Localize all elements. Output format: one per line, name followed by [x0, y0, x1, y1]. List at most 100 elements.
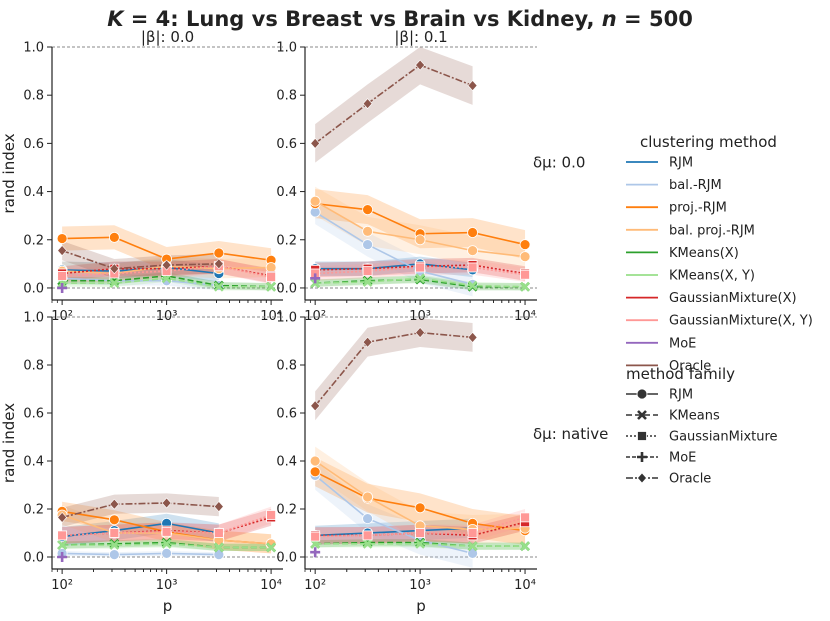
point-gaussianmixture-x-y- — [362, 530, 373, 541]
legend-item-label: Oracle — [669, 359, 711, 374]
point-proj-rjm — [56, 233, 68, 244]
line-oracle — [314, 64, 473, 145]
legend-item-label: MoE — [669, 336, 696, 351]
line-bal-rjm — [62, 552, 219, 556]
point-kmeans-x-y- — [109, 278, 120, 289]
point-kmeans-x-y- — [520, 281, 530, 292]
x-tick-label: 10³ — [156, 309, 178, 324]
line-kmeans-x-y- — [315, 277, 526, 288]
legend-family-marker — [637, 452, 647, 462]
point-kmeans-x-y- — [415, 273, 426, 284]
point-oracle — [57, 245, 68, 257]
point-gaussianmixture-x-y- — [57, 271, 68, 281]
legend-family-label: RJM — [669, 388, 693, 403]
legend-item-label: RJM — [669, 156, 693, 171]
point-gaussianmixture-x-y- — [57, 530, 68, 541]
legend-family-label: GaussianMixture — [669, 430, 778, 445]
y-tick-label: 0.8 — [23, 359, 44, 374]
point-bal-rjm — [108, 549, 120, 560]
point-bal-proj-rjm — [414, 234, 426, 246]
col-title: |β|: 0.0 — [141, 28, 194, 46]
line-rjm — [62, 522, 219, 538]
point-bal-proj-rjm — [362, 491, 374, 503]
point-oracle — [362, 98, 373, 110]
legend: clustering method RJM bal.-RJM proj.-RJM bal… — [626, 133, 813, 487]
legend-family-label: MoE — [669, 451, 696, 466]
y-tick-label: 0.4 — [276, 455, 297, 470]
row-title: δμ: 0.0 — [533, 154, 585, 172]
point-oracle — [415, 327, 426, 339]
point-proj-rjm — [467, 227, 478, 238]
band-bal-rjm — [315, 461, 473, 568]
legend-item-label: proj.-RJM — [669, 201, 727, 216]
point-oracle — [57, 511, 68, 523]
line-bal-rjm — [314, 211, 473, 286]
y-axis-label: rand index — [0, 133, 18, 213]
x-axis-label: p — [416, 597, 426, 615]
x-axis-label: p — [163, 597, 173, 615]
point-bal-rjm — [362, 239, 374, 250]
y-tick-label: 0.0 — [276, 281, 297, 296]
band-oracle — [315, 318, 473, 421]
y-tick-label: 0.0 — [23, 551, 44, 566]
point-gaussianmixture-x-y- — [520, 512, 530, 523]
point-kmeans-x-y- — [520, 541, 530, 552]
point-moe — [310, 547, 321, 558]
point-kmeans-x-y- — [266, 542, 277, 553]
point-gaussianmixture-x-y- — [467, 528, 478, 538]
x-tick-label: 10⁴ — [260, 578, 282, 593]
point-bal-rjm — [467, 548, 478, 559]
row-title: δμ: native — [533, 425, 608, 443]
point-gaussianmixture-x-y- — [266, 272, 276, 283]
point-gaussianmixture-x-y- — [310, 531, 321, 542]
point-oracle — [213, 258, 224, 270]
point-moe — [57, 282, 68, 293]
point-bal-proj-rjm — [309, 455, 321, 467]
y-tick-label: 0.6 — [23, 407, 44, 422]
point-kmeans-x-y- — [57, 540, 68, 550]
point-oracle — [467, 331, 478, 343]
point-bal-proj-rjm — [519, 251, 531, 263]
y-tick-label: 0.4 — [276, 185, 297, 200]
point-bal-rjm — [161, 548, 173, 559]
point-oracle — [310, 137, 321, 149]
figure-title: K = 4: Lung vs Breast vs Brain vs Kidney… — [107, 7, 693, 31]
point-kmeans-x-y- — [161, 538, 172, 549]
point-gaussianmixture-x-y- — [520, 269, 530, 280]
point-proj-rjm — [213, 247, 225, 259]
y-tick-label: 0.2 — [23, 503, 44, 518]
y-tick-label: 1.0 — [276, 311, 297, 326]
point-bal-proj-rjm — [265, 262, 277, 273]
point-kmeans-x-y- — [467, 541, 478, 552]
y-tick-label: 0.6 — [276, 137, 297, 152]
x-tick-label: 10⁴ — [514, 578, 536, 593]
x-tick-label: 10⁴ — [260, 309, 282, 324]
y-tick-label: 0.6 — [23, 137, 44, 152]
legend-method-title: clustering method — [640, 133, 777, 151]
point-gaussianmixture-x-y- — [266, 510, 276, 520]
y-tick-label: 0.2 — [23, 233, 44, 248]
point-moe — [57, 552, 68, 562]
legend-item-label: bal. proj.-RJM — [669, 223, 755, 238]
legend-family-marker — [637, 431, 647, 441]
line-oracle — [314, 331, 473, 407]
y-tick-label: 1.0 — [23, 311, 44, 326]
point-kmeans-x-y- — [213, 542, 224, 553]
band-oracle — [315, 47, 473, 163]
col-title: |β|: 0.1 — [394, 28, 447, 46]
y-tick-label: 0.8 — [276, 359, 297, 374]
point-proj-rjm — [309, 466, 321, 478]
point-gaussianmixture-x-y- — [362, 266, 373, 276]
point-oracle — [467, 80, 478, 92]
point-bal-proj-rjm — [467, 245, 478, 257]
point-bal-proj-rjm — [362, 225, 374, 237]
band-bal-rjm — [315, 200, 473, 297]
legend-item-label: KMeans(X) — [669, 246, 739, 261]
point-gaussianmixture-x-y- — [109, 528, 120, 538]
point-proj-rjm — [414, 502, 426, 514]
x-tick-label: 10² — [51, 578, 73, 593]
point-kmeans-x-y- — [415, 538, 426, 549]
legend-family-title: method family — [626, 365, 735, 383]
point-moe — [310, 273, 321, 284]
